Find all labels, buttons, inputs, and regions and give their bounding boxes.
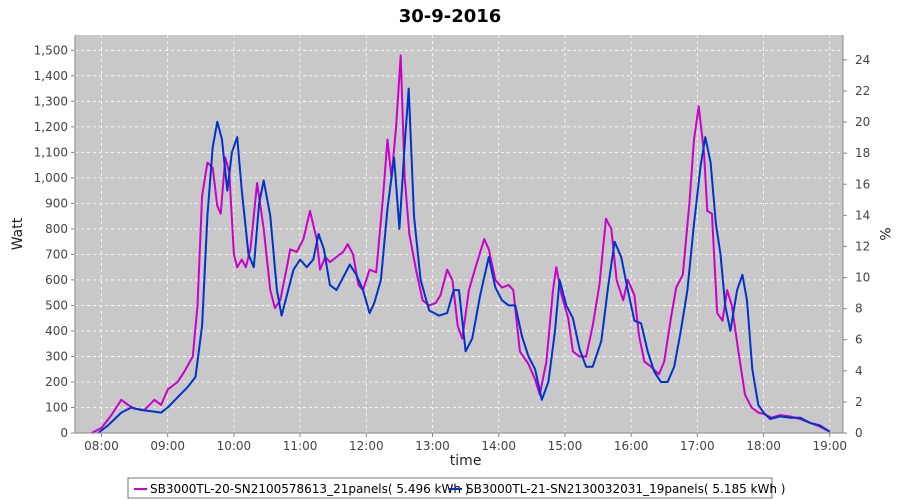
y-tick-label: 400 xyxy=(45,324,68,338)
y-tick-label: 500 xyxy=(45,298,68,312)
y2-tick-label: 8 xyxy=(855,302,863,316)
y-tick-label: 700 xyxy=(45,247,68,261)
x-tick-label: 19:00 xyxy=(812,439,847,453)
y-axis-label: Watt xyxy=(10,217,26,250)
y-tick-label: 0 xyxy=(60,426,68,440)
legend-label-series-1: SB3000TL-20-SN2100578613_21panels( 5.496… xyxy=(150,482,469,496)
y-tick-label: 600 xyxy=(45,273,68,287)
y2-tick-label: 6 xyxy=(855,333,863,347)
y2-tick-label: 22 xyxy=(855,84,870,98)
x-tick-label: 13:00 xyxy=(415,439,450,453)
plot-area xyxy=(75,35,843,433)
x-tick-label: 11:00 xyxy=(283,439,318,453)
legend: SB3000TL-20-SN2100578613_21panels( 5.496… xyxy=(127,477,785,499)
y-tick-label: 1,500 xyxy=(34,43,68,57)
y-tick-label: 1,400 xyxy=(34,69,68,83)
x-tick-label: 17:00 xyxy=(680,439,715,453)
x-tick-label: 14:00 xyxy=(481,439,516,453)
y-tick-label: 1,000 xyxy=(34,171,68,185)
series-line-2 xyxy=(97,87,831,434)
y-tick-label: 200 xyxy=(45,375,68,389)
y-tick-label: 1,200 xyxy=(34,120,68,134)
y2-tick-label: 20 xyxy=(855,115,870,129)
y2-tick-label: 10 xyxy=(855,271,870,285)
y2-tick-label: 14 xyxy=(855,208,870,222)
y2-axis-label: % xyxy=(876,227,892,240)
series-line-1 xyxy=(91,54,831,434)
chart-title: 30-9-2016 xyxy=(399,6,502,27)
y2-tick-label: 16 xyxy=(855,177,870,191)
y-tick-label: 900 xyxy=(45,196,68,210)
y2-tick-label: 2 xyxy=(855,395,863,409)
x-tick-label: 15:00 xyxy=(548,439,583,453)
y-tick-label: 1,100 xyxy=(34,145,68,159)
y-tick-label: 1,300 xyxy=(34,94,68,108)
y-tick-label: 100 xyxy=(45,400,68,414)
y2-tick-label: 18 xyxy=(855,146,870,160)
series-layer xyxy=(91,54,831,434)
x-tick-label: 09:00 xyxy=(150,439,185,453)
y2-tick-label: 12 xyxy=(855,239,870,253)
x-tick-label: 16:00 xyxy=(614,439,649,453)
y-tick-label: 300 xyxy=(45,349,68,363)
x-tick-label: 18:00 xyxy=(746,439,781,453)
axes: 01002003004005006007008009001,0001,1001,… xyxy=(34,35,870,453)
x-tick-label: 12:00 xyxy=(349,439,384,453)
x-axis-label: time xyxy=(450,453,482,469)
y2-tick-label: 4 xyxy=(855,364,863,378)
y2-tick-label: 24 xyxy=(855,53,870,67)
x-tick-label: 08:00 xyxy=(84,439,119,453)
gridlines xyxy=(75,35,843,434)
legend-label-series-2: SB3000TL-21-SN2130032031_19panels( 5.185… xyxy=(466,482,785,496)
x-tick-label: 10:00 xyxy=(217,439,252,453)
y-tick-label: 800 xyxy=(45,222,68,236)
y2-tick-label: 0 xyxy=(855,426,863,440)
